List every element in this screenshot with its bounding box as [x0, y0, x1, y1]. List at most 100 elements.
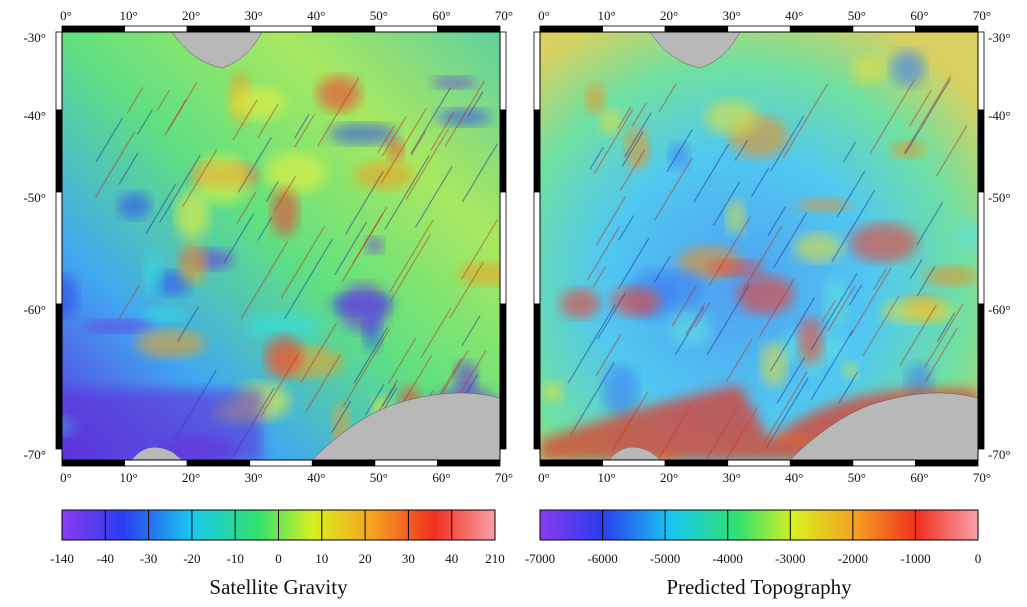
colorbar-label: 10 — [315, 551, 328, 566]
frame-segment — [437, 460, 500, 466]
lon-label: 20° — [182, 8, 200, 23]
frame-segment — [250, 26, 313, 32]
frame-segment — [312, 460, 375, 466]
frame-segment — [250, 460, 313, 466]
colorbar-label: -6000 — [587, 551, 617, 566]
map-patch — [317, 76, 360, 112]
frame-segment — [500, 304, 506, 449]
frame-segment — [125, 26, 188, 32]
figure: 0° 0° 10° 10° 20° 20° 30° 30° 40° 40° 50° 50° 60° 60°… — [0, 0, 1027, 602]
colorbar-label: -10 — [227, 551, 244, 566]
lon-label: 60° — [432, 8, 450, 23]
panel-title: Satellite Gravity — [209, 575, 348, 599]
frame-segment — [853, 460, 916, 466]
frame-segment — [500, 32, 506, 110]
lon-label: 10° — [119, 8, 137, 23]
map-patch — [794, 233, 843, 262]
map-patch — [653, 270, 703, 307]
map-patch — [179, 243, 207, 284]
frame-segment — [540, 26, 603, 32]
colorbar-label: -5000 — [650, 551, 680, 566]
lon-label: 70° — [495, 470, 513, 485]
lon-label: 70° — [973, 470, 991, 485]
frame-segment — [500, 110, 506, 192]
lon-label: 60° — [432, 470, 450, 485]
page: {"panels": [ {"title": "Satellite Gravit… — [0, 0, 1027, 602]
lon-label: 0° — [538, 8, 550, 23]
lat-label: -30° — [23, 30, 46, 45]
maps — [45, 26, 987, 540]
map-patch — [560, 288, 600, 318]
map-patch — [797, 198, 851, 212]
lon-label: 50° — [848, 8, 866, 23]
lon-label: 30° — [245, 470, 263, 485]
colorbar-label: 0 — [275, 551, 282, 566]
map-patch — [84, 320, 154, 333]
colorbar-label: -140 — [50, 551, 74, 566]
frame-segment — [375, 26, 438, 32]
lon-label: 70° — [495, 8, 513, 23]
frame-segment — [56, 304, 62, 449]
frame-segment — [56, 192, 62, 304]
lat-label: -70° — [988, 447, 1011, 462]
lon-label: 0° — [60, 470, 72, 485]
frame-segment — [534, 110, 540, 192]
map-patch — [144, 307, 186, 322]
frame-segment — [437, 26, 500, 32]
colorbar-label: -7000 — [525, 551, 555, 566]
lat-label: -50° — [988, 190, 1011, 205]
map-image — [45, 32, 514, 478]
frame-segment — [187, 26, 250, 32]
lon-label: 30° — [723, 470, 741, 485]
map-patch — [585, 83, 604, 114]
lat-label: -50° — [23, 190, 46, 205]
map-patch — [924, 266, 977, 286]
map-patch — [136, 329, 205, 357]
colorbar-label: -3000 — [775, 551, 805, 566]
frame-segment — [534, 304, 540, 449]
frame-segment — [665, 460, 728, 466]
lon-label: 40° — [785, 8, 803, 23]
map-patch — [431, 77, 476, 89]
map-patch — [366, 237, 384, 253]
lat-label: -30° — [988, 30, 1011, 45]
lon-label: 20° — [182, 470, 200, 485]
map-patch — [354, 161, 414, 190]
frame-segment — [728, 460, 791, 466]
lon-label: 0° — [538, 470, 550, 485]
map-patch — [737, 275, 795, 314]
map-image — [540, 32, 987, 482]
frame-segment — [665, 26, 728, 32]
frame-segment — [56, 32, 62, 110]
lon-label: 40° — [785, 470, 803, 485]
frame-segment — [790, 26, 853, 32]
colorbar-label: 210 — [485, 551, 505, 566]
frame-segment — [728, 26, 791, 32]
panel-title: Predicted Topography — [666, 575, 852, 599]
colorbar-label: -2000 — [838, 551, 868, 566]
frame-segment — [853, 26, 916, 32]
lat-label: -60° — [988, 302, 1011, 317]
lon-label: 30° — [245, 8, 263, 23]
map-patch — [842, 362, 859, 379]
frame-segment — [603, 26, 666, 32]
lon-label: 50° — [370, 8, 388, 23]
map-patch — [891, 50, 925, 87]
lon-label: 10° — [597, 470, 615, 485]
frame-segment — [375, 460, 438, 466]
frame-segment — [125, 460, 188, 466]
frame-segment — [790, 460, 853, 466]
colorbar-label: -4000 — [713, 551, 743, 566]
lon-label: 10° — [119, 470, 137, 485]
map-patch — [338, 283, 389, 331]
map-patch — [144, 252, 163, 295]
colorbar-label: -40 — [97, 551, 114, 566]
colorbar-label: 0 — [975, 551, 982, 566]
lat-label: -70° — [23, 447, 46, 462]
lon-label: 70° — [973, 8, 991, 23]
lon-label: 0° — [60, 8, 72, 23]
lon-label: 30° — [723, 8, 741, 23]
lon-label: 20° — [660, 470, 678, 485]
lat-label: -40° — [988, 108, 1011, 123]
colorbar-label: 30 — [402, 551, 415, 566]
